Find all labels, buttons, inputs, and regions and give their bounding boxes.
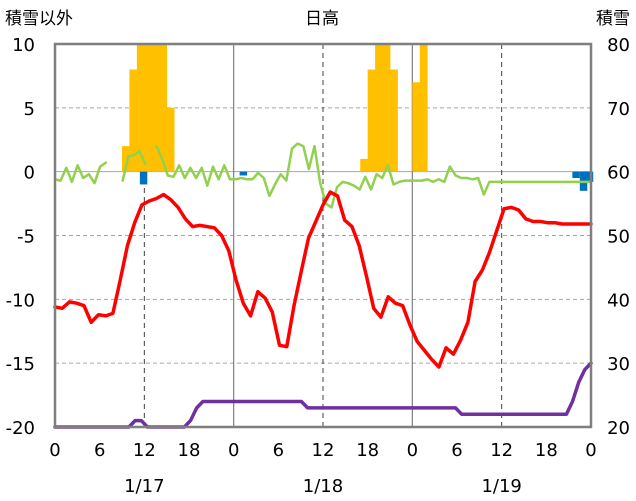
bar-0-15 bbox=[166, 107, 175, 172]
bar-0-43 bbox=[375, 44, 383, 172]
right-tick-label-2: 60 bbox=[607, 163, 630, 184]
hour-tick-label-8: 0 bbox=[407, 440, 418, 461]
left-tick-label-3: -5 bbox=[17, 227, 35, 248]
hour-tick-label-9: 6 bbox=[451, 440, 462, 461]
bar-decrease-2 bbox=[572, 171, 580, 179]
date-label-0: 1/17 bbox=[124, 476, 164, 497]
lines bbox=[53, 142, 593, 429]
plot-frame bbox=[53, 42, 593, 429]
bar-0-49 bbox=[419, 44, 428, 172]
left-tick-label-0: 10 bbox=[12, 35, 35, 56]
bar-0-10 bbox=[129, 69, 138, 172]
bar-0-9 bbox=[122, 146, 130, 172]
right-tick-label-4: 40 bbox=[607, 290, 630, 311]
bar-0-14 bbox=[159, 44, 168, 172]
left-tick-label-5: -15 bbox=[6, 354, 35, 375]
right-tick-label-6: 20 bbox=[607, 418, 630, 439]
series-line-2 bbox=[53, 142, 593, 209]
hour-tick-label-10: 12 bbox=[490, 440, 513, 461]
right-tick-label-5: 30 bbox=[607, 354, 630, 375]
bar-decrease-0 bbox=[139, 171, 148, 185]
hour-tick-label-3: 18 bbox=[178, 440, 201, 461]
right-tick-label-3: 50 bbox=[607, 227, 630, 248]
hour-tick-label-5: 6 bbox=[273, 440, 284, 461]
series-line-4 bbox=[53, 361, 593, 429]
right-axis-label: 積雪 bbox=[596, 9, 630, 29]
hour-tick-label-11: 18 bbox=[535, 440, 558, 461]
hour-tick-label-6: 12 bbox=[312, 440, 335, 461]
date-label-1: 1/18 bbox=[303, 476, 343, 497]
bars bbox=[122, 44, 594, 191]
right-tick-label-1: 70 bbox=[607, 99, 630, 120]
hour-tick-label-2: 12 bbox=[133, 440, 156, 461]
right-tick-label-0: 80 bbox=[607, 35, 630, 56]
bar-0-42 bbox=[367, 69, 376, 172]
series-line-3 bbox=[53, 190, 593, 369]
bar-0-13 bbox=[151, 44, 160, 172]
bar-0-12 bbox=[144, 44, 153, 172]
bar-0-48 bbox=[412, 82, 421, 172]
bar-0-44 bbox=[382, 44, 391, 172]
chart-title: 日高 bbox=[305, 9, 339, 29]
hour-tick-label-0: 0 bbox=[49, 440, 60, 461]
left-tick-label-6: -20 bbox=[6, 418, 35, 439]
left-tick-label-1: 5 bbox=[24, 99, 35, 120]
hour-tick-label-12: 0 bbox=[585, 440, 596, 461]
bar-decrease-1 bbox=[239, 171, 248, 176]
bar-0-11 bbox=[136, 44, 145, 172]
hour-tick-label-4: 0 bbox=[228, 440, 239, 461]
left-tick-label-2: 0 bbox=[24, 163, 35, 184]
hour-tick-label-7: 18 bbox=[356, 440, 379, 461]
bar-decrease-4 bbox=[585, 171, 594, 182]
date-label-2: 1/19 bbox=[481, 476, 521, 497]
hour-tick-label-1: 6 bbox=[94, 440, 105, 461]
bar-0-45 bbox=[390, 69, 398, 172]
left-tick-label-4: -10 bbox=[6, 290, 35, 311]
bar-0-41 bbox=[360, 158, 369, 172]
left-axis-label: 積雪以外 bbox=[5, 9, 73, 29]
